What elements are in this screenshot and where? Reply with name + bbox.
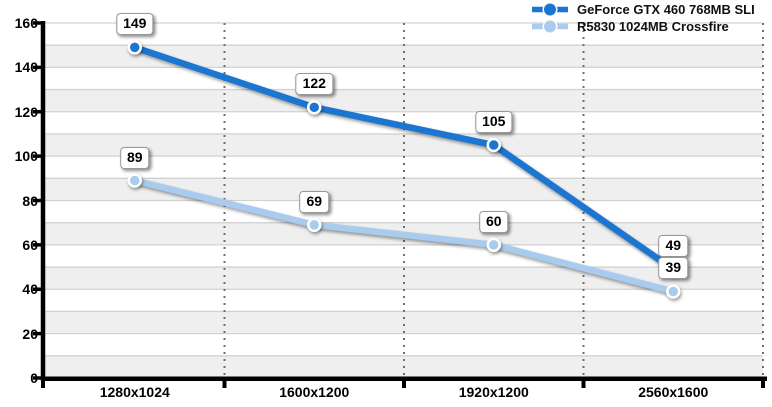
y-tick-label: 80 [22, 192, 38, 209]
y-tick-label: 20 [22, 325, 38, 342]
x-category-label: 2560x1600 [638, 384, 709, 400]
y-tick-label: 40 [22, 281, 38, 298]
y-tick-label: 140 [14, 59, 38, 76]
legend-marker-icon [532, 1, 568, 17]
legend-label: GeForce GTX 460 768MB SLI [577, 1, 755, 17]
grid-band [45, 178, 763, 201]
grid-band [45, 133, 763, 157]
data-label: 105 [475, 111, 513, 134]
data-point-marker [307, 100, 322, 115]
y-tick-label: 100 [14, 148, 38, 165]
legend: GeForce GTX 460 768MB SLI R5830 1024MB Cr… [529, 1, 755, 35]
legend-label: R5830 1024MB Crossfire [577, 18, 729, 34]
data-label: 60 [478, 210, 509, 233]
legend-marker-icon [532, 18, 568, 34]
y-tick-label: 120 [14, 103, 38, 120]
data-point-marker [486, 237, 501, 253]
series-line [131, 177, 677, 295]
legend-row: R5830 1024MB Crossfire [529, 18, 755, 34]
grid-band [45, 45, 763, 68]
data-label: 122 [295, 73, 333, 96]
y-tick-label: 0 [30, 370, 38, 386]
x-category-label: 1920x1200 [458, 384, 529, 400]
data-label: 69 [299, 190, 330, 213]
data-label: 89 [119, 146, 150, 169]
data-label: 149 [116, 13, 154, 36]
series-line [131, 44, 677, 273]
data-point-marker [666, 284, 681, 299]
data-label: 49 [658, 235, 689, 258]
x-category-label: 1600x1200 [279, 384, 350, 400]
data-point-marker [127, 173, 142, 188]
legend-row: GeForce GTX 460 768MB SLI [529, 1, 755, 17]
data-label: 39 [658, 257, 689, 280]
grid-band [45, 311, 763, 334]
x-category-label: 1280x1024 [99, 384, 170, 400]
y-tick-label: 60 [22, 236, 38, 253]
data-point-marker [486, 137, 501, 153]
data-point-marker [127, 40, 142, 55]
data-point-marker [307, 217, 322, 233]
y-tick-label: 160 [14, 15, 38, 31]
